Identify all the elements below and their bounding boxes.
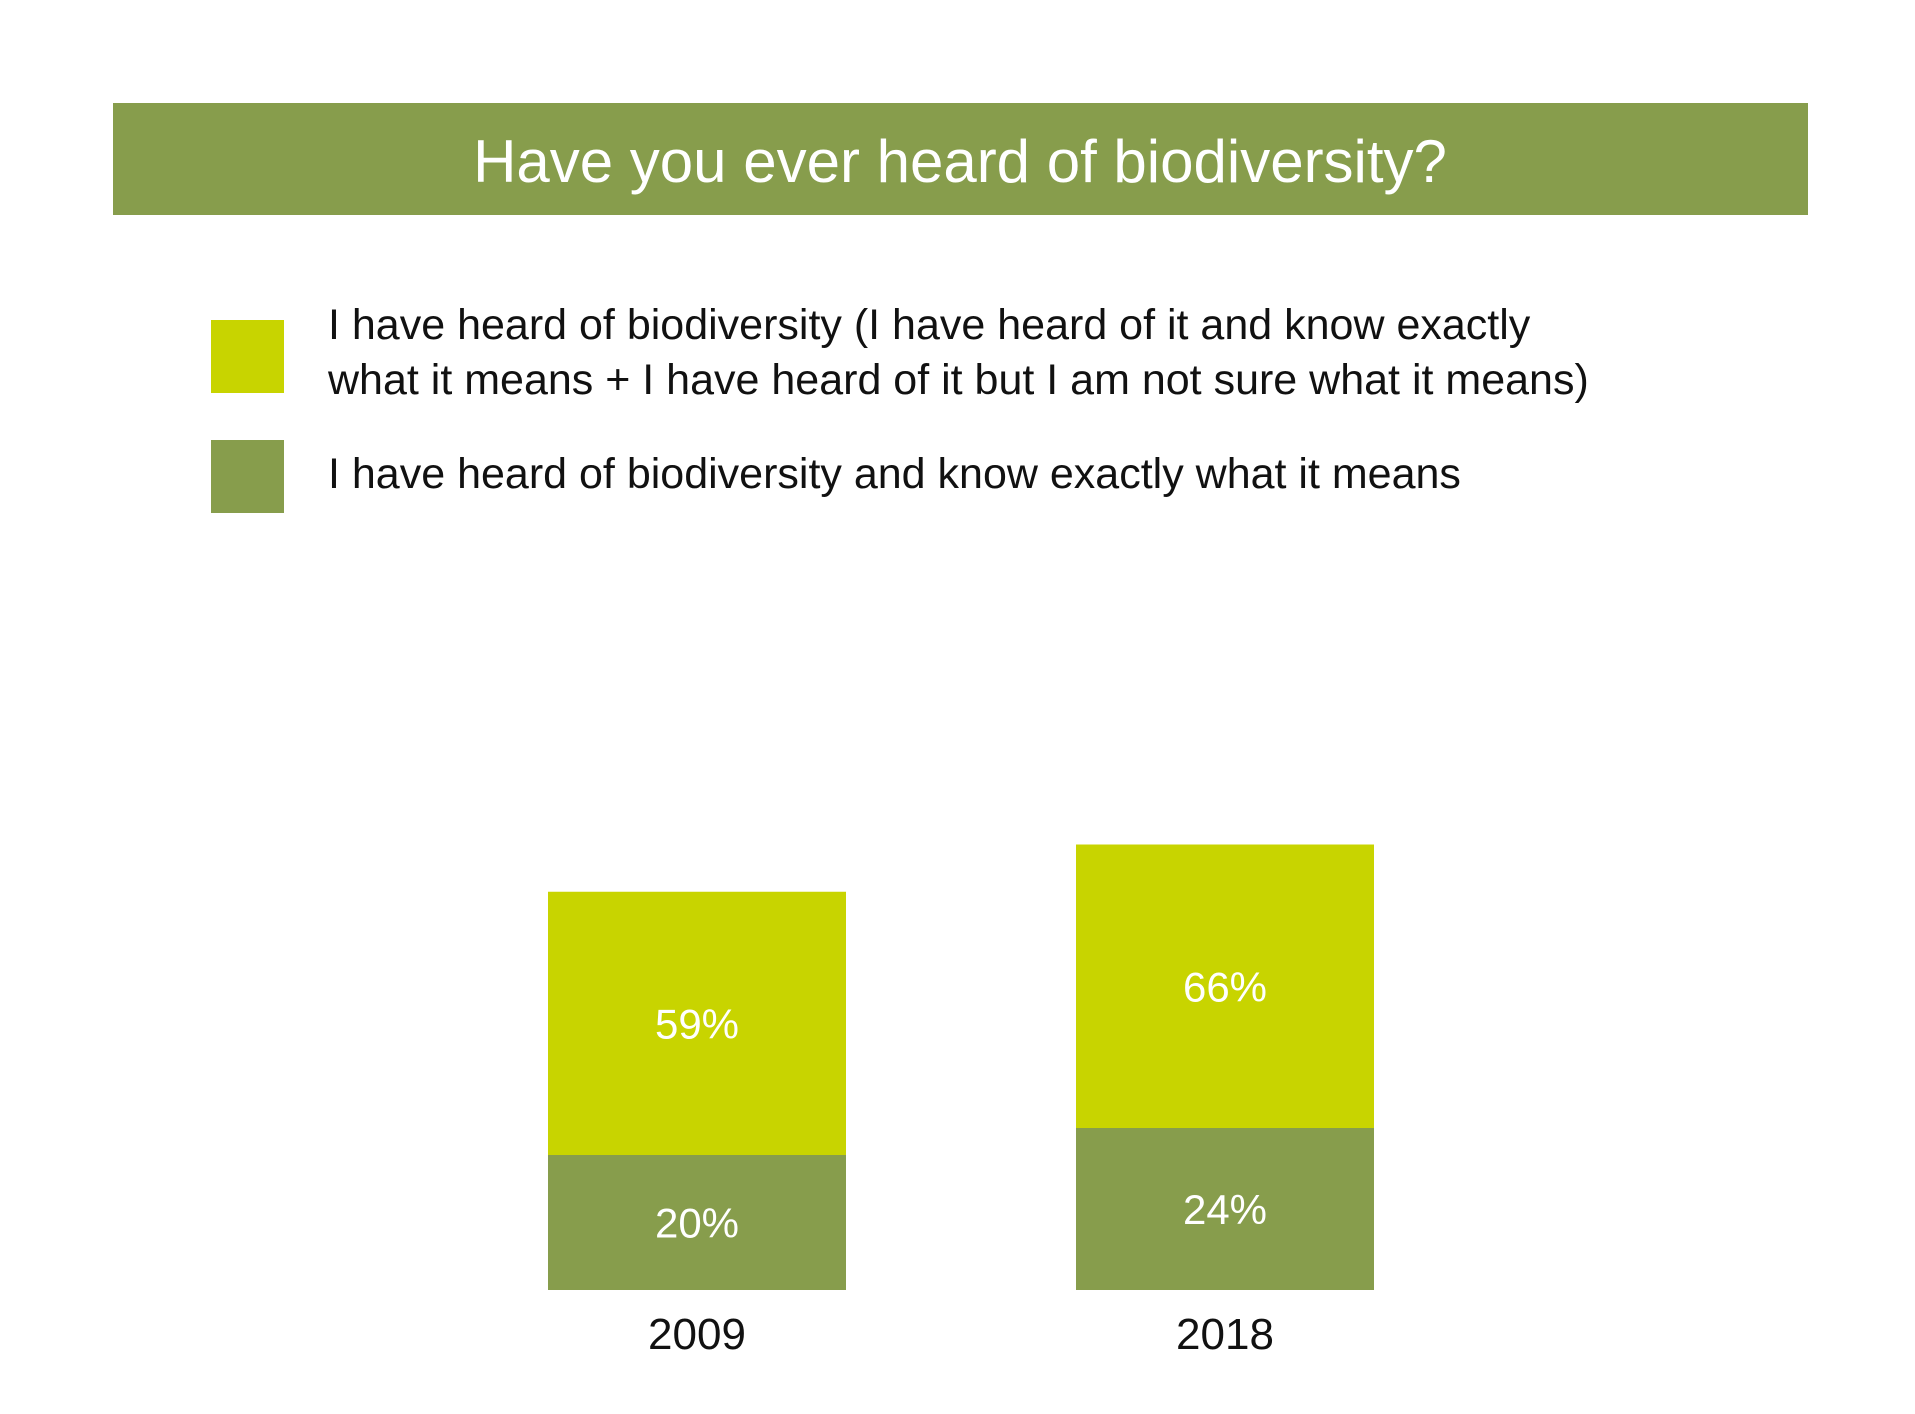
data-label-exact-2009: 20% xyxy=(655,1200,739,1247)
data-label-total-2018: 66% xyxy=(1183,963,1267,1010)
legend-label-exact: I have heard of biodiversity and know ex… xyxy=(328,450,1461,498)
legend-label-exact-line-1: I have heard of biodiversity and know ex… xyxy=(328,450,1461,498)
x-tick-label-2009: 2009 xyxy=(648,1310,746,1359)
legend-label-total-line-2: what it means + I have heard of it but I… xyxy=(327,356,1589,404)
chart-title: Have you ever heard of biodiversity? xyxy=(473,128,1447,195)
legend-label-total: I have heard of biodiversity (I have hea… xyxy=(327,301,1589,404)
legend-label-total-line-1: I have heard of biodiversity (I have hea… xyxy=(328,301,1531,349)
bar-exact-2009 xyxy=(548,1155,846,1290)
bars-group: 59% 20% 66% 24% xyxy=(548,844,1374,1290)
x-tick-label-2018: 2018 xyxy=(1176,1310,1274,1359)
data-label-exact-2018: 24% xyxy=(1183,1186,1267,1233)
title-banner xyxy=(113,103,1808,215)
category-labels: 2009 2018 xyxy=(648,1310,1274,1359)
bar-exact-2018 xyxy=(1076,1128,1374,1290)
data-label-total-2009: 59% xyxy=(655,1000,739,1047)
legend-swatch-exact xyxy=(211,440,284,513)
legend-swatch-total xyxy=(211,320,284,393)
